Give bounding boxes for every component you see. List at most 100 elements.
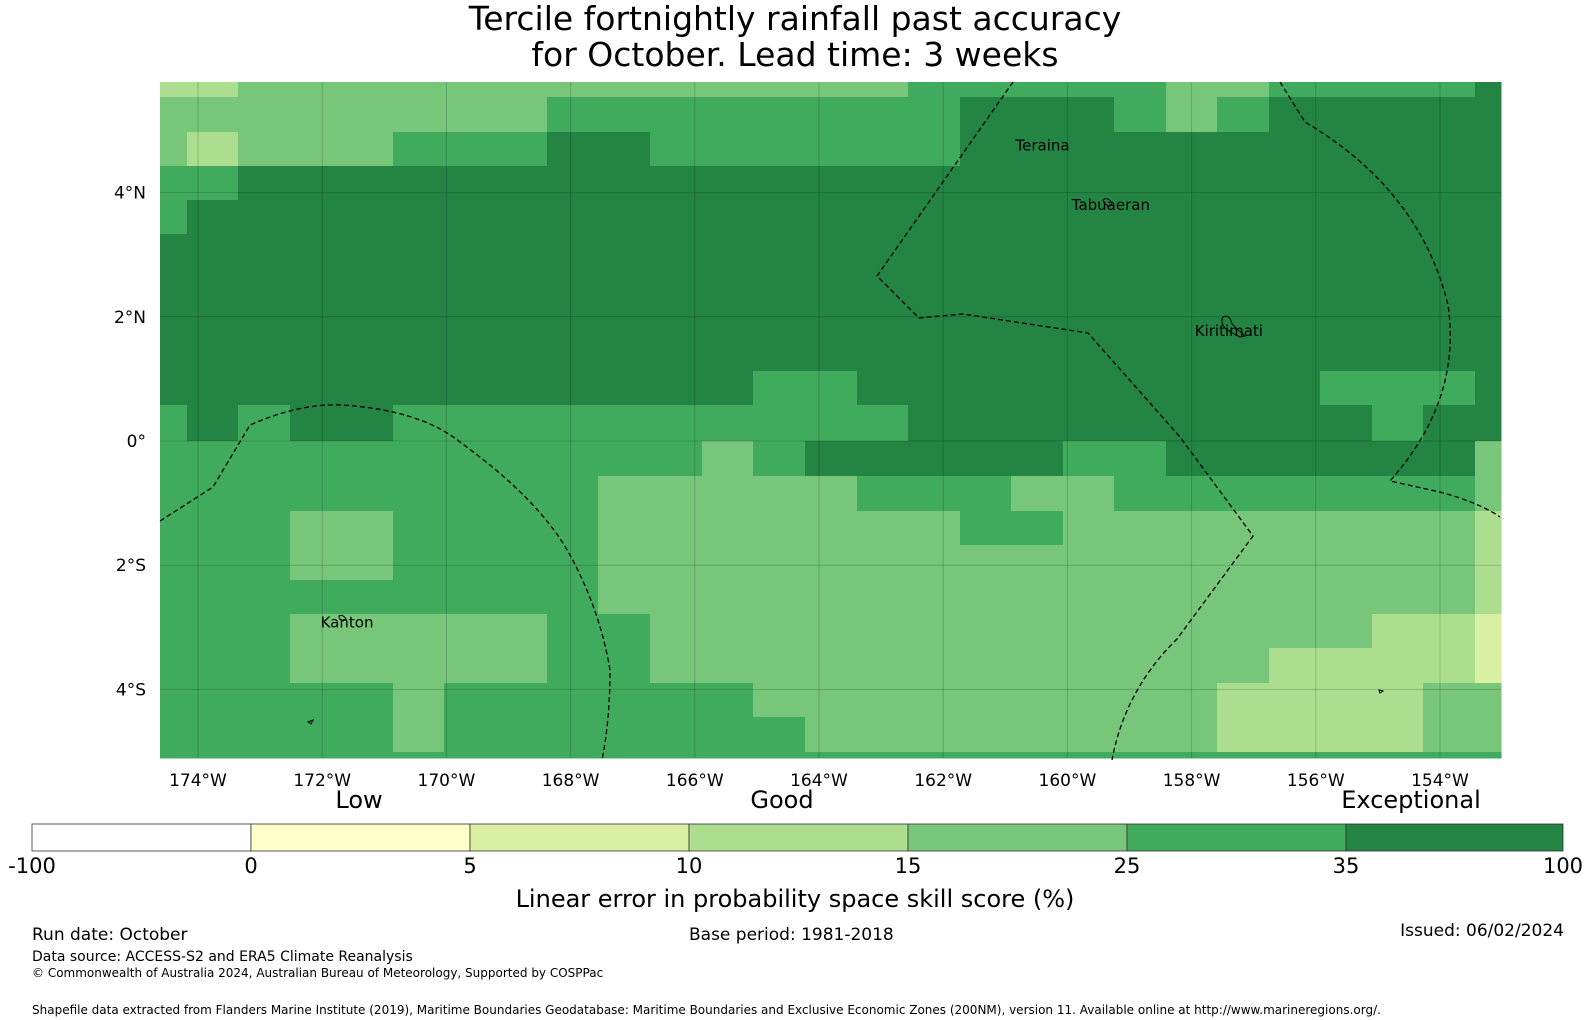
skill-cell xyxy=(1320,166,1373,201)
skill-cell xyxy=(1063,405,1115,442)
skill-cell xyxy=(1166,337,1218,372)
skill-cell xyxy=(1114,268,1167,304)
skill-cell xyxy=(702,580,754,615)
skill-cell xyxy=(1269,97,1321,133)
skill-cell xyxy=(1166,200,1218,235)
skill-cell xyxy=(1269,648,1321,684)
skill-cell xyxy=(290,580,342,615)
skill-cell xyxy=(160,97,188,133)
skill-cell xyxy=(187,545,239,581)
graticule-lines xyxy=(160,82,1501,758)
skill-cell xyxy=(496,337,548,372)
category-good: Good xyxy=(750,786,814,814)
skill-cell xyxy=(1475,132,1502,167)
skill-cell xyxy=(960,337,1012,372)
skill-cell xyxy=(1166,303,1218,338)
skill-cell xyxy=(341,683,394,718)
skill-cell xyxy=(598,441,651,477)
skill-cell xyxy=(160,82,188,98)
skill-cell xyxy=(753,717,806,753)
skill-cell xyxy=(1372,234,1424,269)
lon-tick-label: 158°W xyxy=(1163,771,1221,791)
skill-cell xyxy=(857,717,909,753)
skill-cell xyxy=(341,268,394,304)
skill-cell xyxy=(238,648,291,684)
skill-cell xyxy=(960,648,1012,684)
skill-cell xyxy=(1217,614,1270,649)
colorbar-tick: -100 xyxy=(8,854,56,878)
skill-cell xyxy=(290,303,342,338)
skill-cell xyxy=(598,717,651,753)
skill-cell xyxy=(1114,717,1167,753)
skill-cell xyxy=(1063,200,1115,235)
skill-cell xyxy=(1372,614,1424,649)
skill-cell xyxy=(908,200,961,235)
skill-cell xyxy=(1320,476,1373,512)
skill-cell xyxy=(1217,545,1270,581)
skill-cell xyxy=(650,545,703,581)
place-label: Teraina xyxy=(1015,136,1070,154)
skill-cell xyxy=(908,371,961,406)
skill-cell xyxy=(598,511,651,546)
skill-cell xyxy=(1475,476,1502,512)
skill-cell xyxy=(1372,511,1424,546)
skill-cell xyxy=(290,648,342,684)
skill-cell xyxy=(650,580,703,615)
skill-cell xyxy=(598,545,651,581)
skill-cell xyxy=(1114,200,1167,235)
skill-cell xyxy=(160,648,188,684)
skill-cell xyxy=(393,614,445,649)
skill-cell xyxy=(1063,511,1115,546)
skill-cell xyxy=(598,166,651,201)
skill-cell xyxy=(496,511,548,546)
skill-cell xyxy=(1011,303,1064,338)
skill-cell xyxy=(1423,752,1476,759)
island-outline-tabuaeran xyxy=(1102,198,1113,207)
skill-cell xyxy=(547,683,599,718)
skill-cell xyxy=(753,166,806,201)
skill-cell xyxy=(960,371,1012,406)
skill-cell xyxy=(1011,511,1064,546)
skill-cell xyxy=(1269,405,1321,442)
skill-cell xyxy=(290,752,342,759)
skill-cell xyxy=(1320,683,1373,718)
skill-cell xyxy=(1372,200,1424,235)
lat-tick-label: 4°S xyxy=(116,680,146,700)
skill-cell xyxy=(960,614,1012,649)
skill-cell xyxy=(238,166,291,201)
skill-cell xyxy=(908,545,961,581)
skill-cell xyxy=(1011,683,1064,718)
colorbar xyxy=(31,823,1564,852)
island-outline-kiritimati xyxy=(1221,315,1247,338)
skill-cell xyxy=(547,303,599,338)
skill-cell xyxy=(393,371,445,406)
skill-cell xyxy=(753,648,806,684)
skill-cell xyxy=(160,752,188,759)
skill-cell xyxy=(805,441,858,477)
skill-cell xyxy=(753,82,806,98)
run-date: Run date: October xyxy=(32,925,188,945)
skill-cell xyxy=(805,337,858,372)
skill-cell xyxy=(1372,97,1424,133)
skill-cell xyxy=(1063,752,1115,759)
skill-cell xyxy=(290,234,342,269)
skill-cell xyxy=(1063,441,1115,477)
skill-cell xyxy=(1423,234,1476,269)
skill-cell xyxy=(1011,752,1064,759)
skill-cell xyxy=(1217,200,1270,235)
skill-cell xyxy=(650,234,703,269)
skill-cell xyxy=(1475,683,1502,718)
skill-cell xyxy=(187,648,239,684)
skill-cell xyxy=(1320,200,1373,235)
skill-cell xyxy=(393,200,445,235)
skill-cell xyxy=(1011,717,1064,753)
skill-cell xyxy=(960,132,1012,167)
skill-cell xyxy=(753,441,806,477)
skill-cell xyxy=(444,234,497,269)
skill-cell xyxy=(1166,82,1218,98)
skill-cell xyxy=(290,200,342,235)
skill-cell xyxy=(444,545,497,581)
skill-cell xyxy=(1269,683,1321,718)
skill-cell xyxy=(1423,545,1476,581)
